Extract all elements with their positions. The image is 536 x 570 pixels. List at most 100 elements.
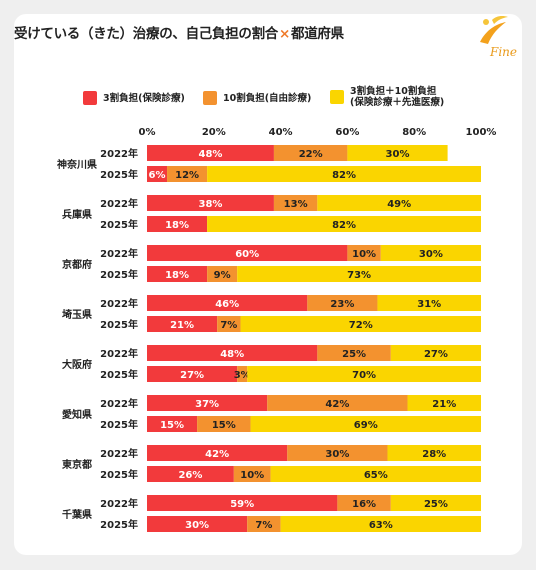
bar-segment (147, 166, 168, 182)
bar-segment (207, 266, 238, 282)
data-label: 27% (180, 370, 204, 381)
data-label: 46% (215, 299, 239, 310)
bar-segment (380, 245, 481, 261)
bar-segment (147, 295, 308, 311)
title-tail: 都道府県 (291, 26, 344, 42)
bar-segment (207, 216, 481, 232)
data-label: 3% (234, 370, 251, 381)
title-main: 受けている（きた）治療の、自己負担の割合 (14, 26, 278, 42)
year-label: 2022年 (100, 197, 138, 210)
bar-segment (307, 295, 378, 311)
prefecture-label: 愛知県 (62, 408, 92, 421)
data-label: 48% (198, 149, 222, 160)
legend: 3割負担(保険診療) 10割負担(自由診療) 3割負担＋10割負担 (保険診療＋… (0, 74, 536, 118)
data-label: 31% (417, 299, 441, 310)
year-label: 2022年 (100, 397, 138, 410)
bar-segment (287, 445, 388, 461)
legend-item-self-pay-3: 3割負担(保険診療) (83, 91, 185, 105)
bar-segment (250, 416, 481, 432)
data-label: 10% (352, 249, 376, 260)
bar-segment (247, 516, 281, 532)
data-label: 42% (205, 449, 229, 460)
bar-segment (217, 316, 241, 332)
x-tick-label: 20% (202, 127, 226, 138)
prefecture-label: 兵庫県 (62, 208, 92, 221)
bar-segment (147, 245, 348, 261)
bar-segment (347, 245, 381, 261)
bar-segment (147, 316, 218, 332)
bar-segment (147, 495, 338, 511)
bar-segment (317, 345, 391, 361)
legend-swatch-orange (203, 91, 217, 105)
bar-segment (237, 366, 248, 382)
bar-segment (317, 195, 481, 211)
data-label: 65% (364, 470, 388, 481)
legend-label: 3割負担＋10割負担 (保険診療＋先進医療) (350, 86, 445, 108)
logo-text: Fine (489, 45, 517, 59)
bar-segment (377, 295, 481, 311)
bar-segment (147, 195, 274, 211)
x-tick-label: 0% (139, 127, 156, 138)
bar-segment (390, 495, 481, 511)
bar-segment (273, 145, 348, 161)
data-label: 7% (220, 320, 237, 331)
data-label: 6% (149, 170, 166, 181)
bar-segment (237, 266, 481, 282)
data-label: 18% (165, 270, 189, 281)
bar-segment (147, 366, 238, 382)
year-label: 2022年 (100, 147, 138, 160)
data-label: 16% (352, 499, 376, 510)
prefecture-label: 埼玉県 (62, 308, 92, 321)
year-label: 2025年 (100, 268, 138, 281)
data-label: 49% (387, 199, 411, 210)
data-label: 26% (178, 470, 202, 481)
data-label: 10% (240, 470, 264, 481)
data-label: 59% (230, 499, 254, 510)
data-label: 23% (330, 299, 354, 310)
year-label: 2025年 (100, 318, 138, 331)
year-label: 2022年 (100, 447, 138, 460)
data-label: 15% (212, 420, 236, 431)
bar-segment (273, 195, 318, 211)
year-label: 2022年 (100, 347, 138, 360)
bar-segment (390, 345, 481, 361)
data-label: 60% (235, 249, 259, 260)
bar-segment (147, 466, 234, 482)
year-label: 2022年 (100, 297, 138, 310)
data-label: 30% (386, 149, 410, 160)
prefecture-label: 千葉県 (62, 508, 92, 521)
data-label: 30% (185, 520, 209, 531)
bar-segment (267, 395, 408, 411)
chart-title: 受けている（きた）治療の、自己負担の割合×都道府県 (14, 22, 344, 42)
bar-segment (207, 166, 481, 182)
fine-logo: Fine (480, 16, 517, 59)
data-label: 82% (332, 220, 356, 231)
bar-segment (407, 395, 481, 411)
year-label: 2025年 (100, 218, 138, 231)
bar-segment (347, 145, 448, 161)
bar-segment (247, 366, 481, 382)
legend-label: 3割負担(保険診療) (103, 92, 185, 104)
data-label: 12% (175, 170, 199, 181)
year-label: 2025年 (100, 168, 138, 181)
year-label: 2025年 (100, 468, 138, 481)
data-label: 13% (284, 199, 308, 210)
legend-label: 10割負担(自由診療) (223, 92, 312, 104)
bar-segment (147, 445, 288, 461)
data-label: 30% (419, 249, 443, 260)
data-label: 9% (214, 270, 231, 281)
data-label: 21% (170, 320, 194, 331)
bar-segment (147, 216, 208, 232)
data-label: 70% (352, 370, 376, 381)
data-label: 42% (325, 399, 349, 410)
data-label: 63% (369, 520, 393, 531)
data-label: 28% (422, 449, 446, 460)
bar-segment (280, 516, 481, 532)
year-label: 2025年 (100, 368, 138, 381)
prefecture-label: 東京都 (62, 458, 92, 471)
data-label: 73% (347, 270, 371, 281)
data-label: 25% (342, 349, 366, 360)
legend-swatch-red (83, 91, 97, 105)
data-label: 21% (432, 399, 456, 410)
